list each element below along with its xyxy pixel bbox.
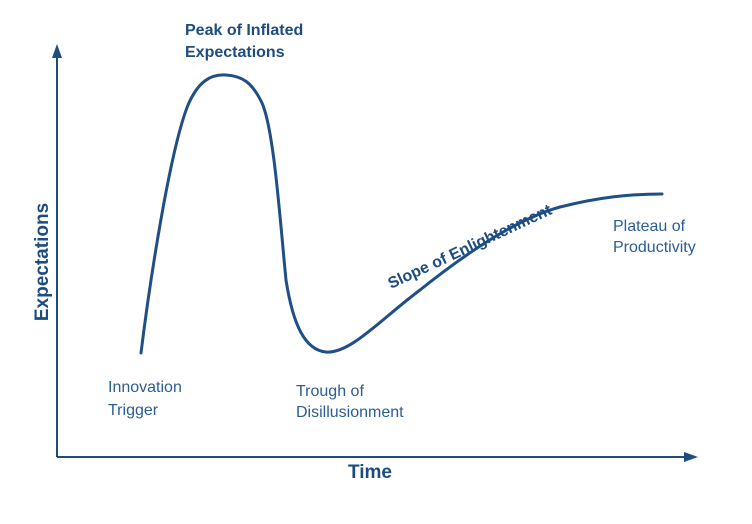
y-axis-arrowhead bbox=[52, 44, 62, 58]
x-axis-arrowhead bbox=[684, 452, 698, 462]
label-plateau: Plateau of Productivity bbox=[613, 218, 696, 256]
x-axis-title: Time bbox=[348, 462, 392, 483]
hype-curve bbox=[139, 73, 664, 355]
label-peak-line1: Peak of Inflated bbox=[185, 22, 303, 39]
label-innovation-trigger-line1: Innovation bbox=[108, 379, 182, 396]
label-trough-line1: Trough of bbox=[296, 383, 364, 400]
label-peak-line2: Expectations bbox=[185, 44, 285, 61]
label-trough-line2: Disillusionment bbox=[296, 404, 404, 421]
label-trough: Trough of Disillusionment bbox=[296, 383, 404, 421]
label-innovation-trigger: Innovation Trigger bbox=[108, 379, 186, 419]
label-slope: Slope of Enlightenment bbox=[386, 201, 556, 292]
label-innovation-trigger-line2: Trigger bbox=[108, 402, 159, 419]
y-axis-title: Expectations bbox=[32, 203, 53, 321]
label-plateau-line1: Plateau of bbox=[613, 218, 686, 235]
label-peak: Peak of Inflated Expectations bbox=[185, 22, 308, 61]
label-plateau-line2: Productivity bbox=[613, 239, 696, 256]
